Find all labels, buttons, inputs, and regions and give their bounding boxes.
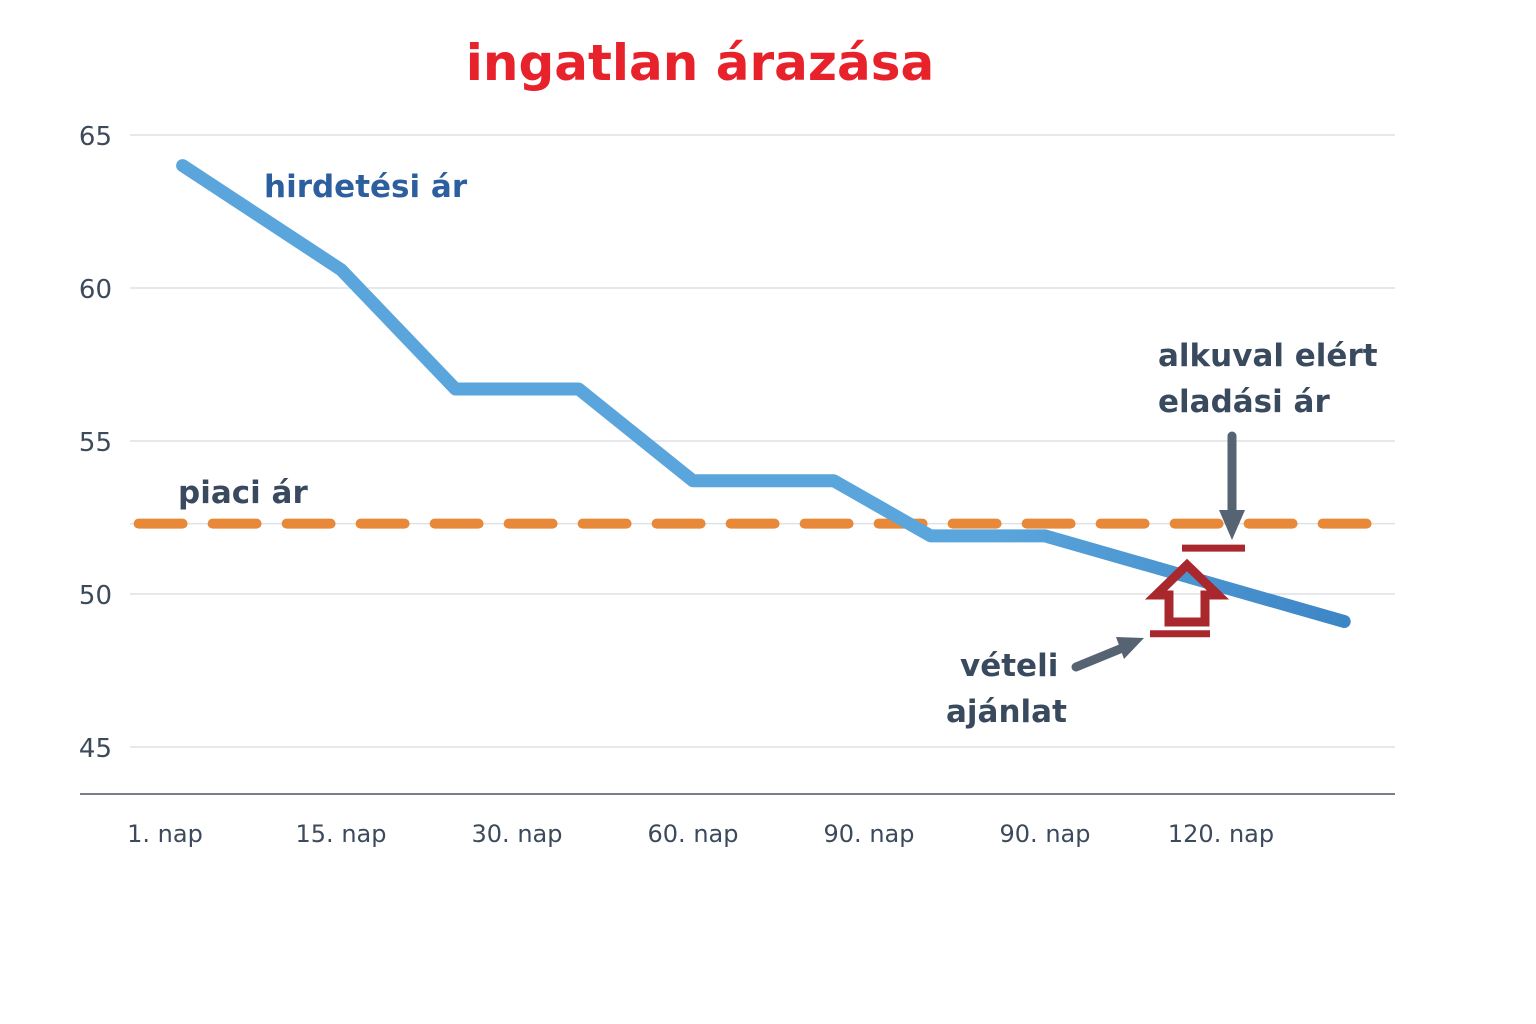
offer-label-line-1: vételi — [960, 648, 1058, 684]
listing-price-label: hirdetési ár — [264, 169, 468, 205]
price-increase-arrow-icon — [1144, 558, 1230, 627]
x-tick-label: 60. nap — [648, 820, 739, 848]
offer-label-line-2: ajánlat — [946, 694, 1067, 730]
x-axis-ticks: 1. nap 15. nap 30. nap 60. nap 90. nap 90. na… — [127, 820, 1274, 848]
x-tick-label: 90. nap — [824, 820, 915, 848]
x-tick-label: 15. nap — [296, 820, 387, 848]
y-axis-ticks: 45 50 55 60 65 — [79, 122, 112, 764]
sale-price-label-line-1: alkuval elért — [1158, 338, 1378, 374]
market-price-label: piaci ár — [178, 475, 308, 511]
listing-price-line — [176, 159, 1351, 629]
x-tick-label: 90. nap — [1000, 820, 1091, 848]
y-tick-label: 45 — [79, 734, 112, 764]
y-tick-label: 60 — [79, 275, 112, 305]
chart-title: ingatlan árazása — [466, 34, 935, 92]
y-tick-label: 55 — [79, 428, 112, 458]
sale-price-label-line-2: eladási ár — [1158, 384, 1330, 420]
offer-arrow-icon — [1071, 637, 1144, 672]
y-tick-label: 50 — [79, 581, 112, 611]
y-tick-label: 65 — [79, 122, 112, 152]
x-tick-label: 120. nap — [1168, 820, 1274, 848]
x-tick-label: 30. nap — [472, 820, 563, 848]
offer-markers — [1150, 544, 1245, 638]
listing-price-series — [176, 159, 1351, 629]
grid-lines — [130, 134, 1395, 748]
x-tick-label: 1. nap — [127, 820, 203, 848]
sale-arrow-icon — [1219, 431, 1245, 540]
